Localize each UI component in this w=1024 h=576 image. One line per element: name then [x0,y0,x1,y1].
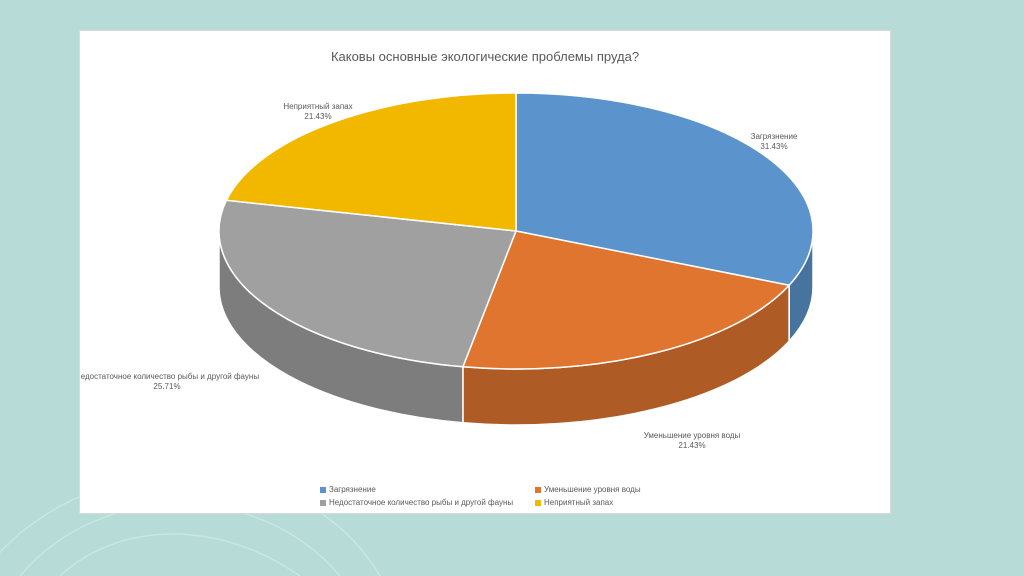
legend-label: Недостаточное количество рыбы и другой ф… [329,498,514,507]
pie-slice-3 [218,199,518,368]
legend-swatch [320,486,326,493]
pie-slice-1 [515,92,814,287]
legend-item-1: Загрязнение [320,485,376,494]
pie-slice-2 [461,230,791,370]
data-label-3: Недостаточное количество рыбы и другой ф… [80,372,259,391]
legend-swatch [535,486,541,493]
legend-swatch [320,499,326,506]
chart-title: Каковы основные экологические проблемы п… [330,49,640,64]
legend-item-4: Неприятный запах [535,498,613,507]
pie-chart: Загрязнение 31.43% Уменьшение уровня воды 2… [80,92,814,450]
data-label-2: Уменьшение уровня воды 21.43% [644,431,741,450]
legend-label: Уменьшение уровня воды [544,485,641,494]
chart-card: Каковы основные экологические проблемы п… [79,30,891,514]
data-label-4: Неприятный запах 21.43% [283,102,352,121]
legend-swatch [535,499,541,506]
legend-item-3: Недостаточное количество рыбы и другой ф… [320,498,513,507]
pie-slice-4 [225,92,517,232]
data-label-1: Загрязнение 31.43% [751,132,798,151]
legend-label: Неприятный запах [544,498,614,507]
legend-label: Загрязнение [329,485,376,494]
legend-item-2: Уменьшение уровня воды [535,485,641,494]
